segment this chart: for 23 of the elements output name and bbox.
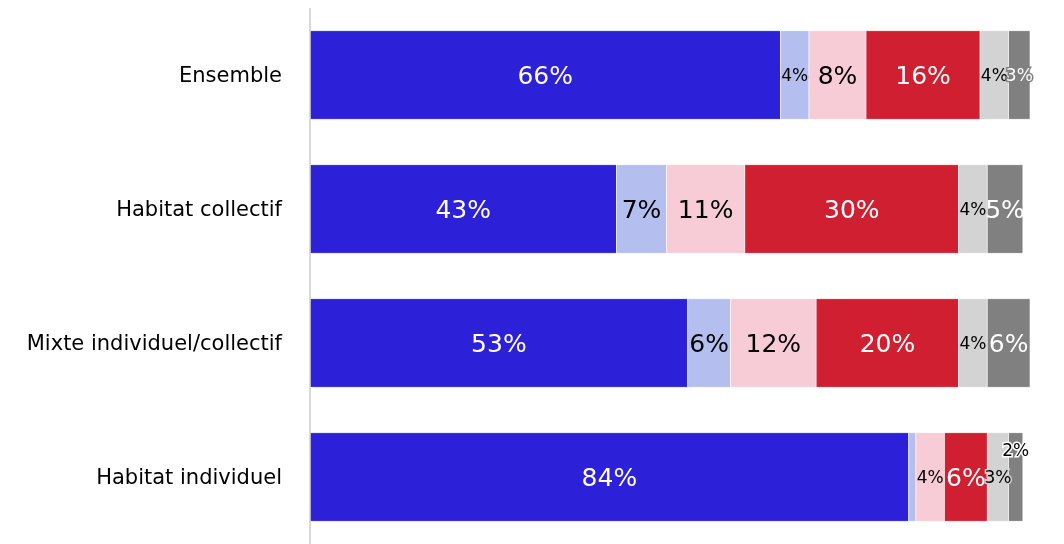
data-label: 7% <box>621 194 662 224</box>
y-tick-label: Mixte individuel/collectif <box>26 331 283 355</box>
data-label: 12% <box>745 328 802 358</box>
data-label: 11% <box>677 194 734 224</box>
data-label: 84% <box>581 462 638 492</box>
data-label: 4% <box>781 65 809 85</box>
data-label: 43% <box>435 194 492 224</box>
data-label: 8% <box>817 60 858 90</box>
data-label: 6% <box>689 328 730 358</box>
data-label: 6% <box>946 462 986 492</box>
data-label: 4% <box>916 467 944 487</box>
data-label: 16% <box>895 60 951 90</box>
data-label: 6% <box>988 328 1029 358</box>
data-label: 53% <box>471 328 527 358</box>
y-tick-label: Ensemble <box>179 63 282 87</box>
y-tick-label: Habitat collectif <box>116 197 283 221</box>
data-label: 4% <box>980 65 1008 85</box>
data-label: 4% <box>959 333 987 353</box>
data-label: 20% <box>859 328 916 358</box>
data-label: 30% <box>823 194 880 224</box>
data-label: 4% <box>959 199 987 219</box>
y-tick-label: Habitat individuel <box>96 465 282 489</box>
data-label: 66% <box>517 60 574 90</box>
